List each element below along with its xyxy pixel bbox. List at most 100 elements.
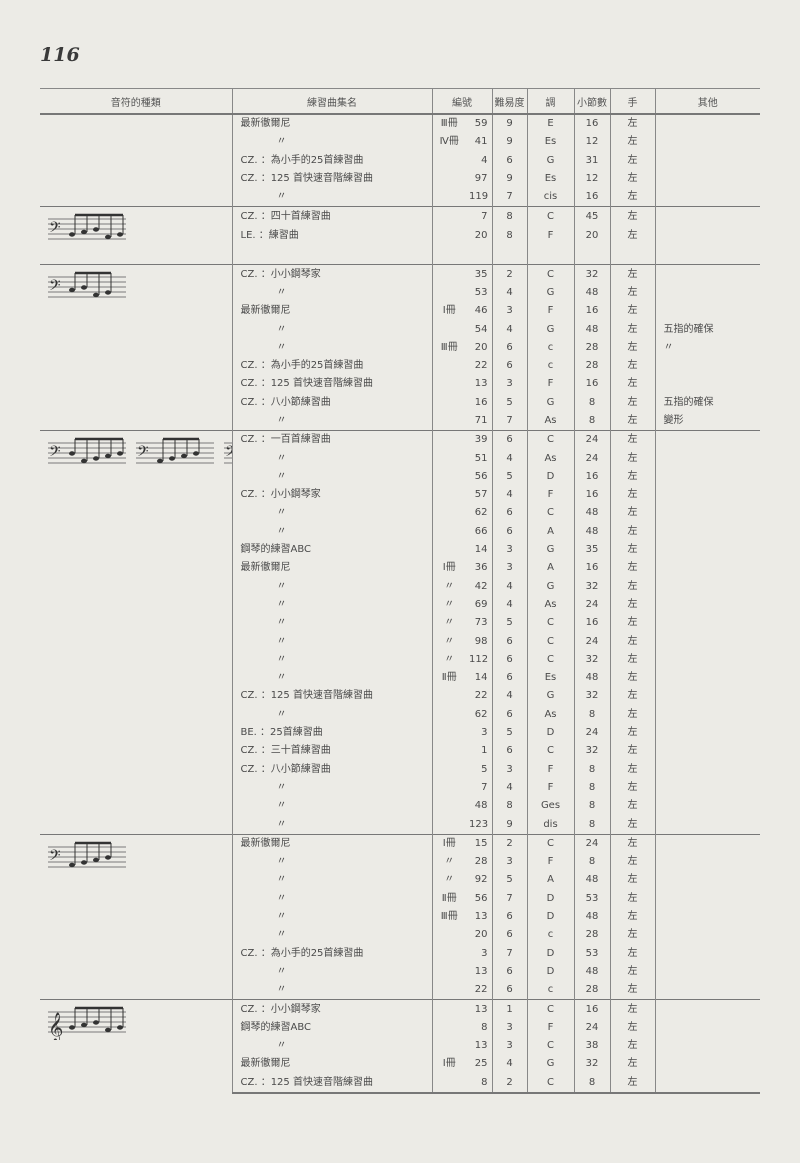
- table-row: 〃 Ⅱ冊 56 7 D 53 左: [40, 889, 760, 908]
- number-cell: 22: [474, 690, 488, 702]
- collection-cell: BE. ：25首練習曲: [231, 723, 432, 743]
- key-cell: C: [526, 632, 574, 651]
- volume-cell: 〃: [431, 632, 466, 651]
- volume-cell: [431, 1073, 466, 1094]
- measures-cell: 8: [573, 778, 610, 798]
- collection-cell: 〃: [231, 778, 432, 798]
- collection-cell: 〃: [231, 504, 432, 523]
- measures-cell: 28: [573, 356, 610, 376]
- key-cell: As: [526, 705, 574, 724]
- hand-cell: 左: [609, 1036, 655, 1056]
- number-cell: 3: [481, 947, 488, 959]
- hand-cell: 左: [609, 577, 655, 596]
- collection-cell: 〃: [231, 522, 432, 541]
- collection-cell: 〃: [231, 133, 432, 152]
- collection-cell: 〃: [231, 188, 432, 207]
- measures-cell: 20: [573, 226, 610, 246]
- collection-cell: 〃: [231, 338, 432, 357]
- table-row: 〃 56 5 D 16 左: [40, 467, 760, 487]
- difficulty-cell: [491, 245, 527, 265]
- volume-cell: Ⅳ冊: [431, 133, 466, 152]
- number-cell: 98: [474, 635, 488, 647]
- volume-cell: [431, 723, 466, 743]
- hand-cell: 左: [609, 188, 655, 207]
- other-cell: [654, 907, 760, 927]
- collection-cell: CZ. ：四十首練習曲: [231, 206, 432, 227]
- hand-cell: 左: [609, 540, 655, 560]
- other-cell: [654, 577, 760, 596]
- key-cell: cis: [526, 188, 574, 207]
- volume-cell: [431, 393, 466, 412]
- key-cell: F: [526, 1018, 574, 1037]
- number-cell: 5: [481, 763, 488, 775]
- key-cell: C: [526, 430, 574, 450]
- other-cell: [654, 999, 760, 1019]
- volume-cell: [431, 151, 466, 170]
- hand-cell: 左: [609, 559, 655, 578]
- other-cell: [654, 687, 760, 706]
- difficulty-cell: 6: [491, 356, 527, 376]
- hand-cell: 左: [609, 226, 655, 246]
- measures-cell: 32: [573, 577, 610, 596]
- note-type-cell: 𝄢: [40, 206, 232, 265]
- other-cell: [654, 449, 760, 468]
- hand-cell: 左: [609, 151, 655, 170]
- table-row: CZ. ：125 首快速音階練習曲 8 2 C 8 左: [40, 1073, 760, 1094]
- bass-clef-notation-icon: 𝄢: [48, 272, 126, 298]
- collection-cell: 〃: [231, 797, 432, 816]
- difficulty-cell: 8: [491, 797, 527, 816]
- collection-cell: CZ. ：小小鋼琴家: [231, 486, 432, 505]
- key-cell: C: [526, 614, 574, 633]
- measures-cell: 16: [573, 614, 610, 633]
- other-cell: [654, 1073, 760, 1094]
- number-cell: 25: [474, 1058, 488, 1070]
- hand-cell: 左: [609, 522, 655, 541]
- collection-cell: CZ. ：125 首快速音階練習曲: [231, 375, 432, 394]
- key-cell: C: [526, 1036, 574, 1056]
- table-row: CZ. ：三十首練習曲 1 6 C 32 左: [40, 742, 760, 761]
- difficulty-cell: 2: [491, 264, 527, 284]
- other-cell: [654, 302, 760, 321]
- other-cell: 變形: [654, 411, 760, 431]
- collection-cell: 鋼琴的練習ABC: [231, 1018, 432, 1037]
- number-cell: 39: [466, 430, 492, 450]
- key-cell: [526, 245, 574, 265]
- other-cell: [654, 889, 760, 908]
- difficulty-cell: 8: [491, 206, 527, 227]
- volume-cell: [431, 981, 466, 1000]
- key-cell: F: [526, 778, 574, 798]
- other-cell: [654, 926, 760, 945]
- volume-cell: [431, 742, 466, 761]
- measures-cell: 24: [573, 449, 610, 468]
- volume-cell: [431, 1036, 466, 1056]
- other-cell: [654, 632, 760, 651]
- hand-cell: 左: [609, 411, 655, 431]
- hand-cell: 左: [609, 1073, 655, 1094]
- volume-cell: [431, 522, 466, 541]
- key-cell: Es: [526, 169, 574, 189]
- other-cell: [654, 981, 760, 1000]
- key-cell: Es: [526, 133, 574, 152]
- key-cell: Es: [526, 669, 574, 688]
- table-row: LE. ：練習曲 20 8 F 20 左: [40, 226, 760, 246]
- number-cell: 20: [474, 341, 488, 353]
- hand-cell: 左: [609, 320, 655, 339]
- other-cell: [654, 151, 760, 170]
- volume-cell: [431, 797, 466, 816]
- key-cell: D: [526, 962, 574, 982]
- hand-cell: 左: [609, 1055, 655, 1074]
- other-cell: [654, 559, 760, 578]
- hand-cell: 左: [609, 889, 655, 908]
- key-cell: G: [526, 577, 574, 596]
- collection-cell: 〃: [231, 614, 432, 633]
- number-cell: 97: [474, 173, 488, 185]
- measures-cell: 28: [573, 981, 610, 1000]
- other-cell: [654, 760, 760, 779]
- difficulty-cell: 4: [491, 449, 527, 468]
- volume-cell: [431, 687, 466, 706]
- key-cell: A: [526, 559, 574, 578]
- number-cell: 123: [469, 818, 489, 830]
- hand-cell: 左: [609, 723, 655, 743]
- volume-cell: 〃: [431, 650, 466, 670]
- table-row: 〃 62 6 As 8 左: [40, 705, 760, 724]
